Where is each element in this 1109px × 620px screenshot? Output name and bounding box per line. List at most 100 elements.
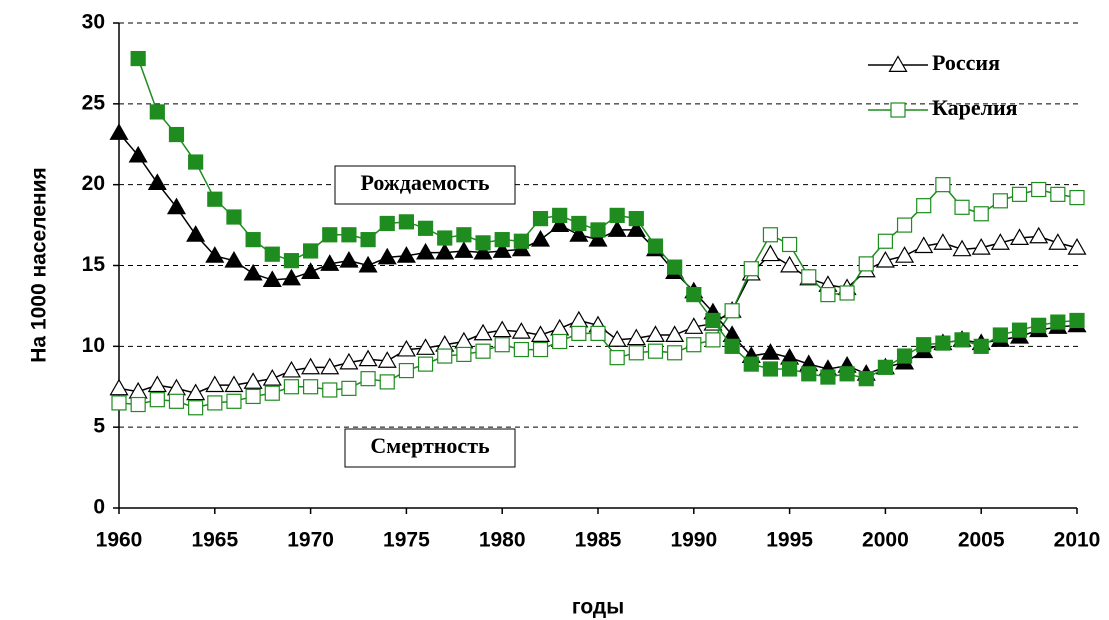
- marker: [916, 198, 932, 214]
- marker: [935, 335, 951, 351]
- marker: [552, 333, 568, 350]
- marker: [492, 320, 512, 338]
- marker: [377, 247, 397, 265]
- marker: [224, 250, 244, 268]
- marker: [358, 349, 378, 367]
- marker: [437, 230, 453, 246]
- marker: [109, 123, 129, 140]
- marker: [205, 246, 225, 263]
- marker: [877, 359, 894, 375]
- marker: [245, 232, 261, 248]
- marker: [226, 393, 242, 409]
- marker: [933, 233, 953, 250]
- marker: [590, 325, 606, 341]
- marker: [820, 287, 836, 303]
- marker: [416, 242, 436, 260]
- legend-label: Карелия: [932, 95, 1018, 120]
- x-tick-label: 1985: [575, 529, 622, 552]
- marker: [473, 323, 493, 341]
- marker: [626, 328, 646, 346]
- series-line: [118, 235, 1078, 395]
- annotation-box: [334, 165, 516, 205]
- annotation: Рождаемость: [360, 170, 489, 195]
- marker: [398, 214, 414, 230]
- marker: [665, 325, 685, 342]
- marker: [760, 343, 780, 360]
- marker: [895, 246, 915, 263]
- x-tick-label: 1970: [287, 529, 334, 552]
- marker: [494, 337, 510, 353]
- marker: [341, 380, 357, 396]
- marker: [224, 375, 244, 393]
- marker: [1067, 238, 1087, 255]
- marker: [339, 352, 359, 370]
- marker: [322, 227, 338, 243]
- marker: [262, 368, 282, 386]
- marker: [647, 343, 664, 359]
- marker: [1050, 186, 1066, 202]
- marker: [762, 361, 779, 377]
- marker: [896, 348, 913, 364]
- marker: [820, 369, 836, 385]
- marker: [111, 395, 127, 411]
- marker: [456, 227, 472, 243]
- marker: [168, 126, 185, 143]
- marker: [168, 393, 185, 409]
- marker: [990, 233, 1010, 250]
- marker: [954, 332, 970, 348]
- marker: [590, 222, 606, 238]
- marker: [417, 220, 434, 236]
- marker: [1031, 181, 1047, 198]
- marker: [781, 236, 798, 253]
- marker: [454, 241, 474, 258]
- marker: [360, 232, 376, 248]
- series-line: [118, 183, 1078, 409]
- marker: [992, 193, 1008, 209]
- x-axis-label: годы: [572, 596, 624, 619]
- marker: [607, 220, 627, 237]
- marker: [550, 215, 570, 233]
- marker: [935, 177, 951, 193]
- marker: [569, 225, 589, 242]
- marker: [1011, 322, 1028, 338]
- marker: [398, 362, 414, 379]
- marker: [186, 225, 206, 242]
- marker: [914, 236, 934, 254]
- marker: [360, 371, 376, 387]
- legend-label: Россия: [932, 50, 1000, 75]
- x-tick-label: 1980: [479, 529, 526, 552]
- marker: [341, 227, 357, 243]
- marker: [609, 350, 625, 366]
- marker: [973, 206, 989, 222]
- marker: [339, 250, 359, 268]
- x-tick-label: 2005: [958, 529, 1005, 552]
- marker: [780, 255, 800, 273]
- marker: [781, 361, 798, 377]
- marker: [550, 318, 570, 336]
- marker: [396, 246, 416, 263]
- y-tick-label: 0: [93, 496, 105, 519]
- marker: [207, 191, 223, 207]
- marker: [281, 360, 301, 378]
- marker: [320, 254, 340, 271]
- marker: [264, 246, 280, 262]
- x-tick-label: 2000: [862, 529, 909, 552]
- marker: [1009, 228, 1030, 245]
- x-tick-label: 2010: [1054, 529, 1101, 552]
- marker: [1048, 233, 1068, 250]
- marker: [569, 310, 589, 328]
- marker: [377, 351, 397, 368]
- marker: [839, 366, 855, 382]
- marker: [149, 104, 165, 120]
- marker: [511, 322, 531, 339]
- y-tick-label: 20: [82, 172, 105, 195]
- marker: [971, 238, 991, 255]
- marker: [396, 339, 416, 357]
- y-tick-label: 5: [93, 415, 105, 438]
- marker: [530, 229, 551, 247]
- marker: [532, 341, 549, 358]
- y-tick-label: 30: [82, 11, 105, 34]
- marker: [532, 211, 549, 227]
- marker: [896, 217, 913, 233]
